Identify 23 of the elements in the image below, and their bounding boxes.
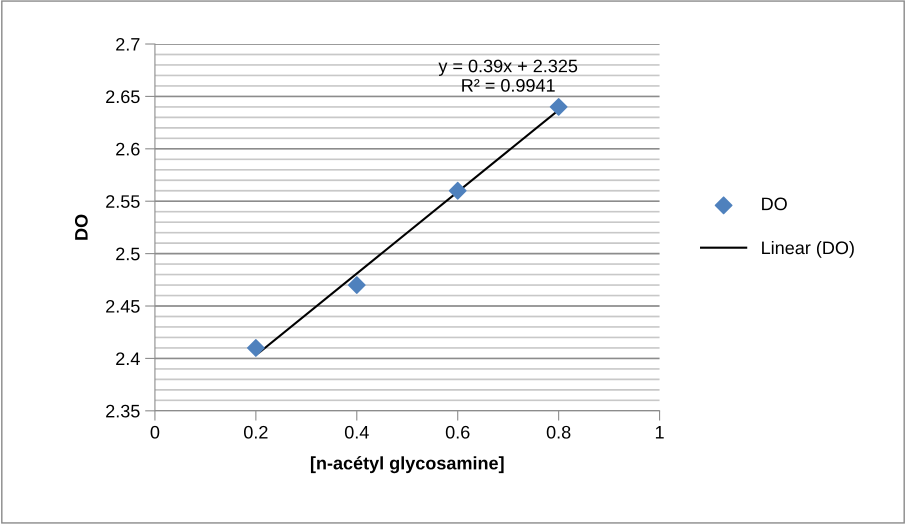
x-tick-label: 0.6	[446, 426, 470, 439]
y-tick-label: 2.65	[106, 90, 140, 104]
legend-label: Linear (DO)	[762, 240, 854, 258]
y-tick-label: 2.35	[106, 404, 140, 418]
legend-label: DO	[762, 198, 787, 210]
y-tick-label: 2.55	[106, 195, 140, 208]
x-tick-label: 0.4	[344, 426, 369, 439]
point	[448, 182, 467, 200]
annotation: y = 0.39x + 2.325 R² = 0.9941	[438, 60, 578, 92]
x-axis-title: [n-acétyl glycosamine]	[310, 456, 504, 474]
y-tick-label: 2.45	[106, 300, 140, 313]
x-tick-label: 0.8	[546, 426, 570, 439]
y-tick-label: 2.4	[116, 352, 140, 365]
point	[348, 276, 366, 294]
y-tick-label: 2.6	[116, 142, 140, 156]
x-tick-label: 1	[656, 426, 664, 438]
point	[246, 339, 265, 357]
y-axis-title: DO	[74, 214, 88, 240]
point	[550, 98, 568, 116]
y-tick-label: 2.5	[116, 248, 140, 260]
y-tick-label: 2.7	[116, 38, 140, 51]
x-tick-label: 0.2	[244, 426, 268, 439]
x-tick-label: 0	[150, 426, 160, 439]
